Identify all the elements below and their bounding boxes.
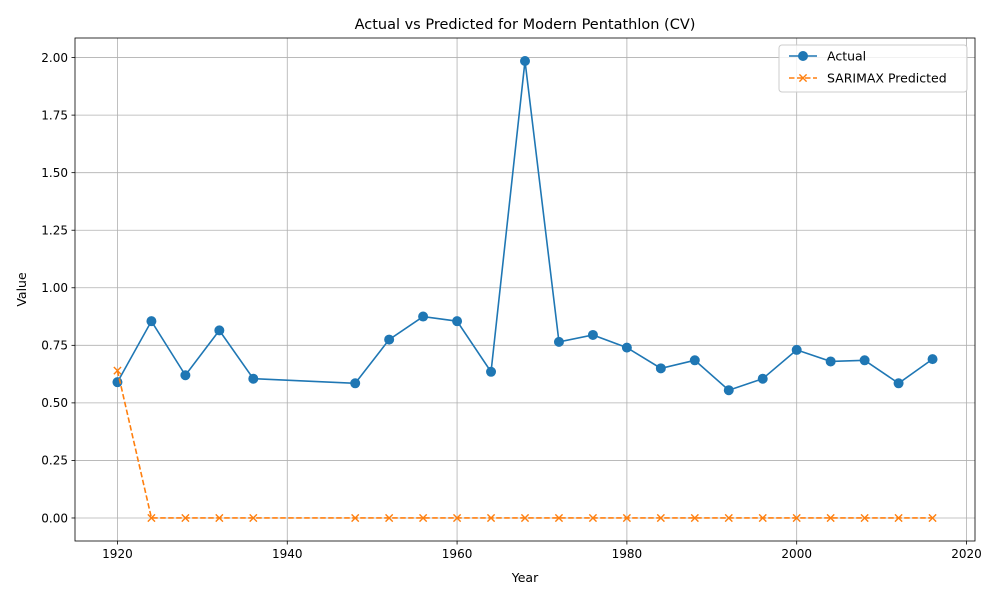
- actual-point: [893, 378, 904, 389]
- predicted-point: [351, 513, 360, 523]
- predicted-point: [792, 513, 801, 523]
- y-tick-label: 0.00: [41, 511, 68, 525]
- actual-point: [621, 342, 632, 353]
- predicted-point: [860, 513, 869, 523]
- predicted-line: [116, 370, 933, 519]
- actual-point: [689, 355, 700, 366]
- legend: Actual SARIMAX Predicted: [778, 44, 968, 93]
- predicted-point: [656, 513, 665, 523]
- x-tick-label: 1980: [612, 547, 643, 561]
- predicted-point: [520, 513, 530, 523]
- y-tick-label: 0.75: [41, 339, 68, 353]
- x-tick-label: 1920: [102, 547, 133, 561]
- predicted-point: [419, 513, 428, 523]
- y-axis-title: Value: [14, 272, 29, 307]
- legend-label-predicted: SARIMAX Predicted: [827, 71, 947, 86]
- y-tick-label: 0.50: [41, 396, 68, 410]
- predicted-point: [249, 513, 258, 523]
- series-layer: [112, 56, 938, 523]
- actual-point: [248, 373, 259, 384]
- y-tick-label: 2.00: [41, 51, 68, 65]
- predicted-point: [588, 513, 598, 523]
- y-tick-label: 1.00: [41, 281, 68, 295]
- predicted-point: [758, 513, 767, 523]
- y-tick-label: 0.25: [41, 454, 68, 468]
- series-actual: [112, 56, 938, 396]
- actual-point: [350, 378, 361, 389]
- actual-point: [180, 370, 191, 381]
- y-tick-label: 1.75: [41, 108, 68, 122]
- legend-swatch-marker: [798, 73, 808, 83]
- actual-point: [927, 354, 938, 365]
- actual-point: [486, 366, 497, 377]
- actual-point: [384, 334, 395, 345]
- predicted-point: [215, 513, 224, 523]
- x-tick-label: 1940: [272, 547, 303, 561]
- legend-label-actual: Actual: [827, 49, 866, 64]
- predicted-point: [894, 513, 903, 523]
- predicted-point: [554, 513, 564, 523]
- predicted-point: [486, 513, 496, 523]
- actual-point: [825, 356, 836, 367]
- legend-entry-predicted: SARIMAX Predicted: [789, 71, 947, 86]
- y-tick-label: 1.25: [41, 224, 68, 238]
- plot-frame: [74, 37, 976, 542]
- predicted-point: [724, 513, 733, 523]
- legend-entry-actual: Actual: [789, 49, 866, 64]
- actual-point: [146, 316, 157, 327]
- predicted-point: [181, 513, 190, 523]
- predicted-point: [690, 513, 699, 523]
- actual-point: [452, 316, 463, 327]
- actual-point: [859, 355, 870, 366]
- predicted-point: [826, 513, 835, 523]
- actual-point: [723, 385, 734, 396]
- actual-point: [791, 344, 802, 355]
- chart-title: Actual vs Predicted for Modern Pentathlo…: [355, 17, 696, 33]
- legend-swatch-marker: [798, 51, 808, 61]
- legend-box: [778, 44, 968, 93]
- x-tick-label: 2020: [951, 547, 982, 561]
- predicted-point: [113, 366, 122, 375]
- predicted-point: [928, 513, 937, 523]
- actual-point: [587, 329, 598, 340]
- actual-point: [418, 311, 429, 322]
- axis-ticks: 1920 1940 1960 1980 2000 2020 0.00 0.25 0.50 0.75…: [41, 51, 982, 561]
- actual-point: [520, 56, 530, 67]
- predicted-point: [452, 513, 462, 523]
- actual-point: [553, 336, 564, 347]
- actual-point: [757, 373, 768, 384]
- predicted-point: [147, 513, 156, 523]
- actual-point: [655, 363, 666, 374]
- series-predicted: [113, 366, 937, 523]
- x-tick-label: 2000: [781, 547, 812, 561]
- actual-point: [214, 325, 225, 336]
- x-tick-label: 1960: [442, 547, 473, 561]
- predicted-point: [622, 513, 631, 523]
- y-tick-label: 1.50: [41, 166, 68, 180]
- predicted-point: [385, 513, 394, 523]
- x-axis-title: Year: [511, 570, 539, 585]
